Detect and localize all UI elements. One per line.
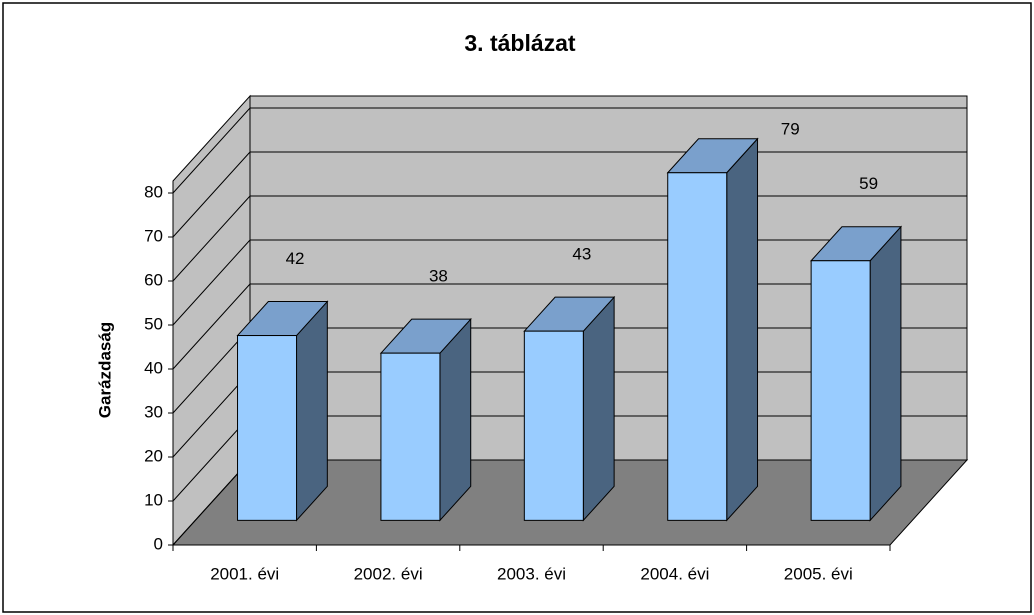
y-tick-label: 60 (144, 270, 163, 289)
bar (380, 352, 441, 521)
data-label: 79 (781, 119, 800, 138)
grid-line (172, 107, 967, 194)
bar-side (726, 137, 759, 522)
bar (667, 172, 728, 521)
x-tick-label: 2001. évi (210, 564, 279, 583)
bar (237, 335, 298, 521)
bar-side (869, 225, 902, 522)
x-tick-label: 2004. évi (640, 564, 709, 583)
y-tick-label: 70 (144, 226, 163, 245)
y-tick-label: 50 (144, 314, 163, 333)
data-label: 38 (429, 267, 448, 286)
x-tick-label: 2005. évi (784, 564, 853, 583)
x-tick-label: 2002. évi (354, 564, 423, 583)
bar-side (582, 295, 615, 522)
y-axis-title: Garázdaság (95, 322, 114, 418)
bar (523, 330, 584, 521)
chart-title: 3. táblázat (464, 30, 576, 56)
data-label: 42 (286, 249, 305, 268)
x-tick-label: 2003. évi (497, 564, 566, 583)
y-tick-label: 30 (144, 402, 163, 421)
y-tick-label: 40 (144, 358, 163, 377)
y-tick-label: 20 (144, 446, 163, 465)
data-label: 43 (572, 245, 591, 264)
data-label: 59 (859, 174, 878, 193)
bar-side (296, 300, 328, 522)
y-tick-label: 0 (154, 534, 163, 553)
bar (810, 260, 871, 521)
bar-side (439, 317, 472, 522)
y-tick-label: 80 (144, 182, 163, 201)
y-tick-label: 10 (144, 490, 163, 509)
